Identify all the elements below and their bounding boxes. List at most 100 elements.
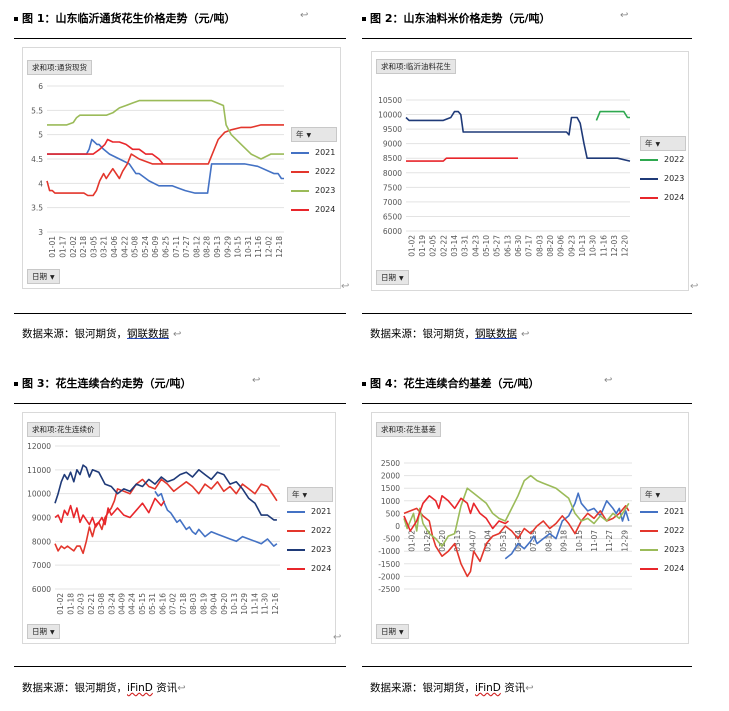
series-line-2024 (47, 138, 164, 165)
field-label-chip[interactable]: 求和项:临沂油料花生 (376, 59, 457, 74)
y-tick-label: 0 (395, 522, 400, 531)
x-tick-label: 07-11 (172, 236, 181, 258)
y-tick-label: 7500 (383, 183, 402, 192)
y-tick-label: 6500 (383, 212, 402, 221)
x-tick-label: 10-31 (244, 236, 253, 258)
x-tick-label: 03-14 (450, 235, 459, 257)
legend-item-2021: 2021 (291, 143, 335, 162)
field-label-chip[interactable]: 求和项:花生基差 (376, 422, 442, 437)
figure-3-source: 数据来源：银河期货，iFinD 资讯↩ (22, 682, 186, 694)
source-link[interactable]: 钢联数据 (127, 328, 169, 340)
figure-3-title-text: 图 3：花生连续合约走势（元/吨） (22, 377, 192, 390)
x-tick-label: 04-22 (120, 236, 129, 258)
source-prefix: 数据来源：银河期货， (370, 682, 475, 694)
x-tick-label: 01-17 (58, 236, 67, 258)
x-tick-label: 05-31 (499, 530, 508, 552)
x-tick-label: 01-01 (48, 236, 57, 258)
bullet-icon (362, 17, 366, 21)
legend-item-2022: 2022 (640, 150, 684, 169)
source-link[interactable]: 钢联数据 (475, 328, 517, 340)
dropdown-arrow-icon: ▼ (399, 275, 404, 282)
x-tick-label: 09-06 (557, 235, 566, 257)
y-tick-label: -2500 (378, 585, 400, 594)
y-tick-label: -1500 (378, 560, 400, 569)
bullet-icon (362, 382, 366, 386)
legend-label: 2024 (311, 564, 332, 573)
legend-item-2024: 2024 (640, 559, 684, 578)
x-tick-label: 12-20 (621, 235, 630, 257)
series-line-2021 (504, 492, 630, 560)
legend-swatch (287, 529, 305, 532)
legend-swatch (640, 158, 658, 161)
rule-line (14, 403, 346, 404)
chart-panel-1: 求和项:通货现货 3 3.5 4 4.5 5 5.5 6 01-01 01-17 02-02 02-… (22, 47, 341, 289)
date-filter-button[interactable]: 日期 ▼ (27, 624, 60, 639)
x-tick-label: 08-03 (189, 593, 198, 615)
series-line-2024 (54, 497, 166, 528)
source-suffix: 资讯 (504, 682, 526, 694)
legend-swatch (287, 548, 305, 551)
legend-item-2023: 2023 (640, 540, 684, 559)
x-tick-label: 11-14 (250, 593, 259, 615)
figure-2-title: 图 2：山东油料米价格走势（元/吨） (362, 10, 551, 26)
x-tick-label: 07-27 (182, 236, 191, 258)
x-tick-label: 11-07 (590, 530, 599, 552)
date-filter-button[interactable]: 日期 ▼ (376, 624, 409, 639)
x-tick-label: 08-13 (544, 530, 553, 552)
x-tick-label: 09-18 (560, 530, 569, 552)
y-tick-label: -1000 (378, 547, 400, 556)
rule-line (362, 38, 692, 39)
x-tick-label: 07-18 (179, 593, 188, 615)
legend-filter-button[interactable]: 年 ▼ (291, 127, 337, 142)
legend-label: 2021 (315, 148, 336, 157)
legend-filter-button[interactable]: 年 ▼ (640, 136, 686, 151)
x-tick-label: 05-08 (131, 236, 140, 258)
y-tick-label: 500 (386, 509, 401, 518)
x-tick-label: 08-20 (546, 235, 555, 257)
field-label-chip[interactable]: 求和项:花生连续价 (27, 422, 100, 437)
legend-swatch (640, 548, 658, 551)
bullet-icon (14, 17, 18, 21)
chart-3-legend: 2021 2022 2023 2024 (287, 502, 331, 578)
bullet-icon (14, 382, 18, 386)
date-filter-button[interactable]: 日期 ▼ (376, 270, 409, 285)
y-tick-label: 6 (38, 82, 43, 91)
series-line-2021 (47, 138, 284, 194)
dropdown-arrow-icon: ▼ (306, 132, 312, 139)
legend-label: 2022 (664, 155, 685, 164)
source-link[interactable]: iFinD (127, 682, 153, 694)
legend-label: 2022 (664, 526, 685, 535)
date-filter-button[interactable]: 日期 ▼ (27, 269, 60, 284)
field-label-chip[interactable]: 求和项:通货现货 (27, 60, 93, 75)
legend-label: 2022 (311, 526, 332, 535)
series-line-2023 (405, 110, 631, 162)
x-tick-label: 02-03 (77, 593, 86, 615)
paragraph-mark-icon: ↩ (341, 281, 350, 292)
legend-item-2024: 2024 (640, 188, 684, 207)
legend-label: 2024 (315, 205, 336, 214)
legend-filter-button[interactable]: 年 ▼ (287, 487, 333, 502)
figure-4-title-text: 图 4：花生连续合约基差（元/吨） (370, 377, 540, 390)
legend-item-2022: 2022 (640, 521, 684, 540)
legend-label: 2023 (315, 186, 336, 195)
legend-filter-button[interactable]: 年 ▼ (640, 487, 686, 502)
legend-item-2021: 2021 (287, 502, 331, 521)
legend-item-2024: 2024 (291, 200, 335, 219)
x-tick-label: 09-13 (213, 236, 222, 258)
y-tick-label: 8000 (383, 169, 402, 178)
x-tick-label: 10-15 (575, 530, 584, 552)
dropdown-arrow-icon: ▼ (50, 629, 55, 636)
legend-swatch (640, 510, 658, 513)
x-tick-label: 03-05 (89, 236, 98, 258)
x-tick-label: 01-02 (407, 235, 416, 257)
x-tick-label: 05-31 (148, 593, 157, 615)
x-tick-label: 01-18 (66, 593, 75, 615)
source-link[interactable]: iFinD (475, 682, 501, 694)
series-line-2023 (403, 474, 630, 547)
figure-1-title-text: 图 1：山东临沂通货花生价格走势（元/吨） (22, 12, 236, 25)
y-tick-label: 5 (38, 131, 43, 140)
legend-label: 2021 (664, 507, 685, 516)
paragraph-mark-icon: ↩ (620, 10, 629, 21)
legend-swatch (291, 189, 309, 192)
y-tick-label: 10000 (378, 111, 402, 120)
